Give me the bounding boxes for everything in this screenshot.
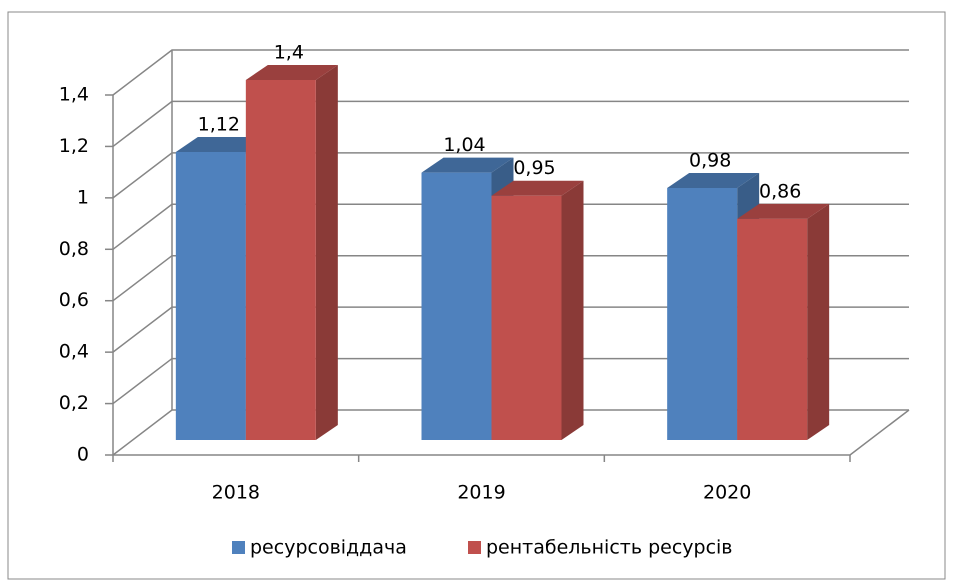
bar-top [421,157,514,173]
data-label: 1,04 [443,134,485,156]
x-tick-label: 2019 [457,482,505,504]
legend-label: ресурсовіддача [250,537,407,559]
data-label: 0,86 [759,180,801,202]
data-label: 0,98 [689,150,731,172]
bar-front [491,195,562,440]
y-tick-label: 1 [77,186,89,208]
bar-top [737,203,830,219]
data-label: 1,4 [274,42,304,64]
y-tick-label: 0,4 [59,341,89,363]
bar-front [421,172,492,441]
bar-front [667,188,738,440]
x-tick-label: 2018 [212,482,260,504]
legend-label: рентабельність ресурсів [486,537,733,559]
legend-swatch [232,541,245,554]
bar-top [667,173,760,188]
y-tick-label: 1,4 [59,84,89,106]
y-tick-label: 0,8 [59,238,89,260]
x-tick-label: 2020 [703,482,751,504]
bar-front [175,152,246,440]
bar-front [737,218,808,440]
bar-top [175,137,268,152]
bar-top [491,180,584,196]
y-tick-label: 0,6 [59,289,89,311]
y-tick-label: 0,2 [59,392,89,414]
bar [245,65,338,440]
bar-side [315,65,338,440]
bar-side [561,180,584,440]
data-label: 1,12 [198,114,240,136]
bar [737,203,830,440]
bar-side [807,203,830,440]
y-tick-label: 0 [77,444,89,466]
data-label: 0,95 [513,157,555,179]
bar [491,180,584,440]
bar-front [245,80,316,440]
y-tick-label: 1,2 [59,135,89,157]
bar-top [245,65,338,80]
legend-swatch [468,541,481,554]
